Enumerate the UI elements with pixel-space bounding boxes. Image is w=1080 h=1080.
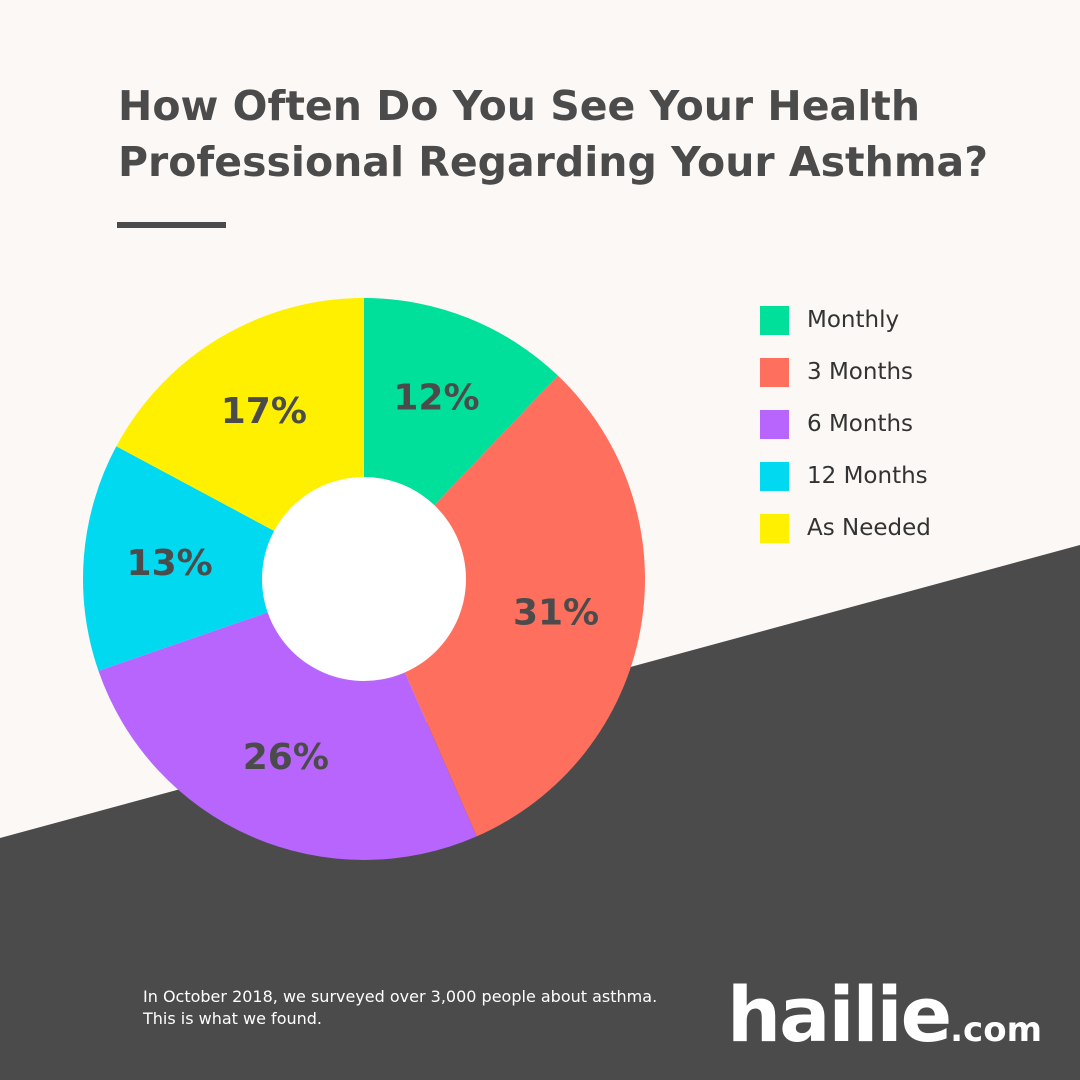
donut-center-hole [262, 477, 466, 681]
slice-label-monthly: 12% [393, 377, 479, 418]
legend-label-monthly: Monthly [807, 307, 900, 333]
title-line-1: How Often Do You See Your Health [118, 82, 921, 130]
legend-swatch-6-months [760, 409, 789, 439]
legend-swatch-monthly [760, 305, 789, 335]
legend-swatch-as-needed [760, 513, 789, 543]
title-line-2: Professional Regarding Your Asthma? [118, 138, 988, 186]
footnote-line-2: This is what we found. [143, 1009, 322, 1028]
legend-label-as-needed: As Needed [807, 515, 931, 541]
survey-footnote: In October 2018, we surveyed over 3,000 … [143, 986, 657, 1030]
legend-item-6-months: 6 Months [760, 398, 931, 450]
slice-label-12-months: 13% [127, 543, 213, 584]
logo-tld: .com [950, 1010, 1042, 1050]
legend-item-monthly: Monthly [760, 294, 931, 346]
footnote-line-1: In October 2018, we surveyed over 3,000 … [143, 987, 658, 1006]
slice-3-months [364, 375, 645, 837]
logo-wordmark: hailie [727, 970, 952, 1059]
legend-item-12-months: 12 Months [760, 450, 931, 502]
slice-label-6-months: 26% [243, 737, 329, 778]
chart-title: How Often Do You See Your Health Profess… [118, 78, 1018, 190]
title-divider [117, 222, 226, 228]
legend-swatch-3-months [760, 357, 789, 387]
slice-label-as-needed: 17% [221, 391, 307, 432]
hailie-logo[interactable]: hailie.com [727, 970, 1042, 1059]
slice-12-months [82, 446, 364, 671]
legend-item-as-needed: As Needed [760, 502, 931, 554]
slice-label-3-months: 31% [513, 592, 599, 633]
legend-label-3-months: 3 Months [807, 359, 914, 385]
legend-label-6-months: 6 Months [807, 411, 914, 437]
chart-legend: Monthly 3 Months 6 Months 12 Months As N… [760, 294, 931, 554]
legend-item-3-months: 3 Months [760, 346, 931, 398]
legend-swatch-12-months [760, 461, 789, 491]
legend-label-12-months: 12 Months [807, 463, 928, 489]
